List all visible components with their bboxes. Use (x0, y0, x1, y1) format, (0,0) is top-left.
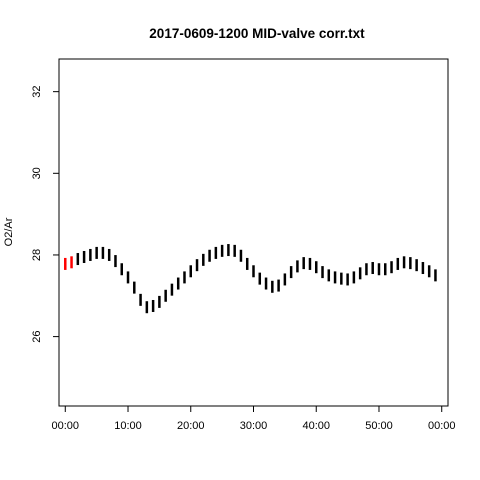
x-axis: 00:00 10:00 20:00 30:00 40:00 50:00 00:00 (52, 405, 456, 432)
y-axis-label: O2/Ar (3, 217, 15, 246)
x-tick-label: 30:00 (240, 420, 268, 432)
y-tick-label: 26 (31, 330, 43, 342)
data-points (64, 244, 437, 314)
x-tick-label: 00:00 (428, 420, 456, 432)
x-tick-label: 00:00 (52, 420, 80, 432)
y-tick-label: 28 (31, 249, 43, 261)
x-tick-label: 50:00 (365, 420, 393, 432)
y-tick-label: 32 (31, 86, 43, 98)
chart-title: 2017-0609-1200 MID-valve corr.txt (149, 26, 365, 41)
y-axis: 26 28 30 32 (31, 86, 59, 343)
y-tick-label: 30 (31, 167, 43, 179)
x-tick-label: 20:00 (177, 420, 205, 432)
x-tick-label: 40:00 (302, 420, 330, 432)
x-tick-label: 10:00 (114, 420, 142, 432)
